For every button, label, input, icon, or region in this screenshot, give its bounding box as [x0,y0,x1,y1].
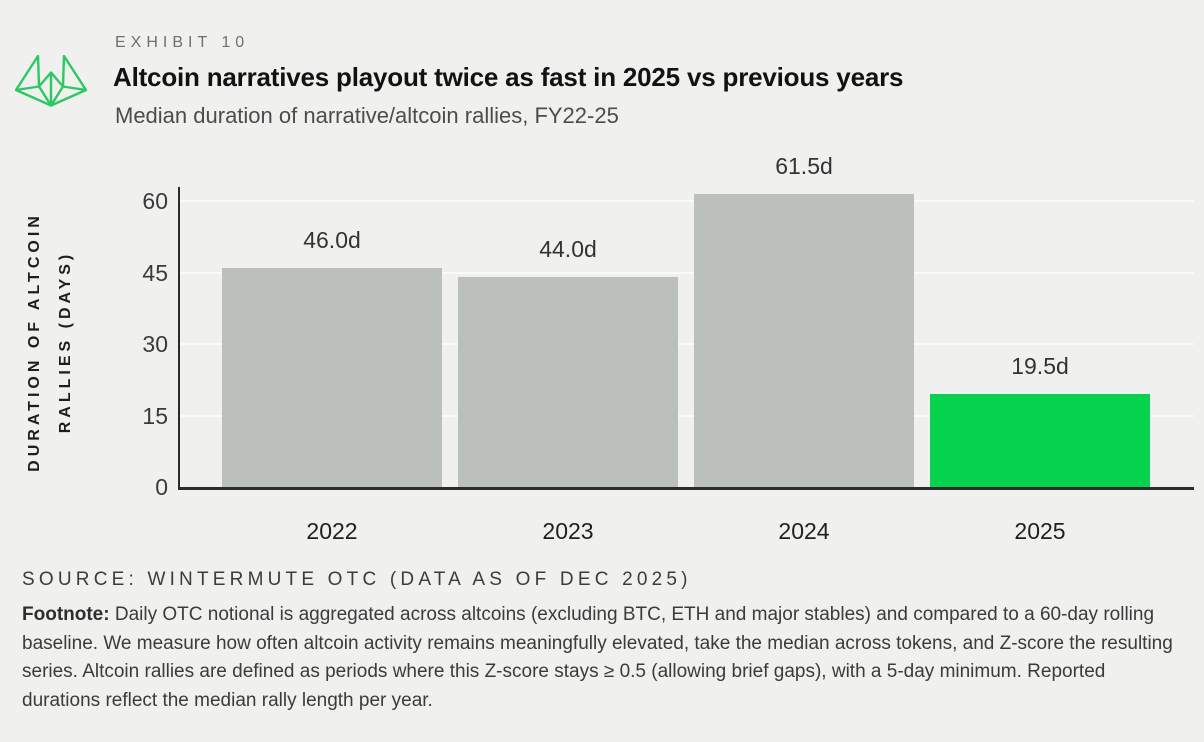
y-tick-label-45: 45 [142,259,168,286]
bar-2023 [458,277,678,487]
footnote-text: Daily OTC notional is aggregated across … [22,604,1173,711]
y-tick-label-30: 30 [142,331,168,358]
bar-value-label-2023: 44.0d [539,236,597,263]
y-tick-label-60: 60 [142,188,168,215]
y-axis-title-line2: RALLIES (DAYS) [57,250,74,434]
gridline-y45 [180,271,1194,274]
bar-value-label-2024: 61.5d [775,153,833,180]
bar-value-label-2025: 19.5d [1011,353,1069,380]
exhibit-label: EXHIBIT 10 [115,34,250,51]
x-tick-label-2024: 2024 [778,518,830,544]
bar-2024 [694,194,914,487]
gridline-y30 [180,343,1194,346]
chart-subtitle: Median duration of narrative/altcoin ral… [115,103,619,128]
chart-title: Altcoin narratives playout twice as fast… [113,62,904,92]
x-tick-label-2025: 2025 [1014,518,1066,544]
gridline-y15 [180,414,1194,417]
gridline-y60 [180,200,1194,203]
wintermute-logo-icon [15,55,87,107]
footnote: Footnote: Daily OTC notional is aggregat… [22,601,1186,715]
y-tick-label-15: 15 [142,402,168,429]
bar-chart-plot-area: 60 45 30 15 0 46.0d 2022 44.0d 2023 61.5d 2024 19.5… [142,153,1194,544]
bar-value-label-2022: 46.0d [303,226,361,253]
bar-2025 [930,394,1150,487]
y-axis-title: DURATION OF ALTCOIN RALLIES (DAYS) [19,212,81,472]
bar-2022 [222,267,442,487]
x-tick-label-2022: 2022 [306,518,358,544]
x-tick-label-2023: 2023 [542,518,594,544]
source-line: SOURCE: WINTERMUTE OTC (DATA AS OF DEC 2… [22,569,692,590]
y-tick-label-0: 0 [155,474,168,500]
y-axis-title-line1: DURATION OF ALTCOIN [26,212,43,472]
footnote-label: Footnote: [22,604,110,625]
